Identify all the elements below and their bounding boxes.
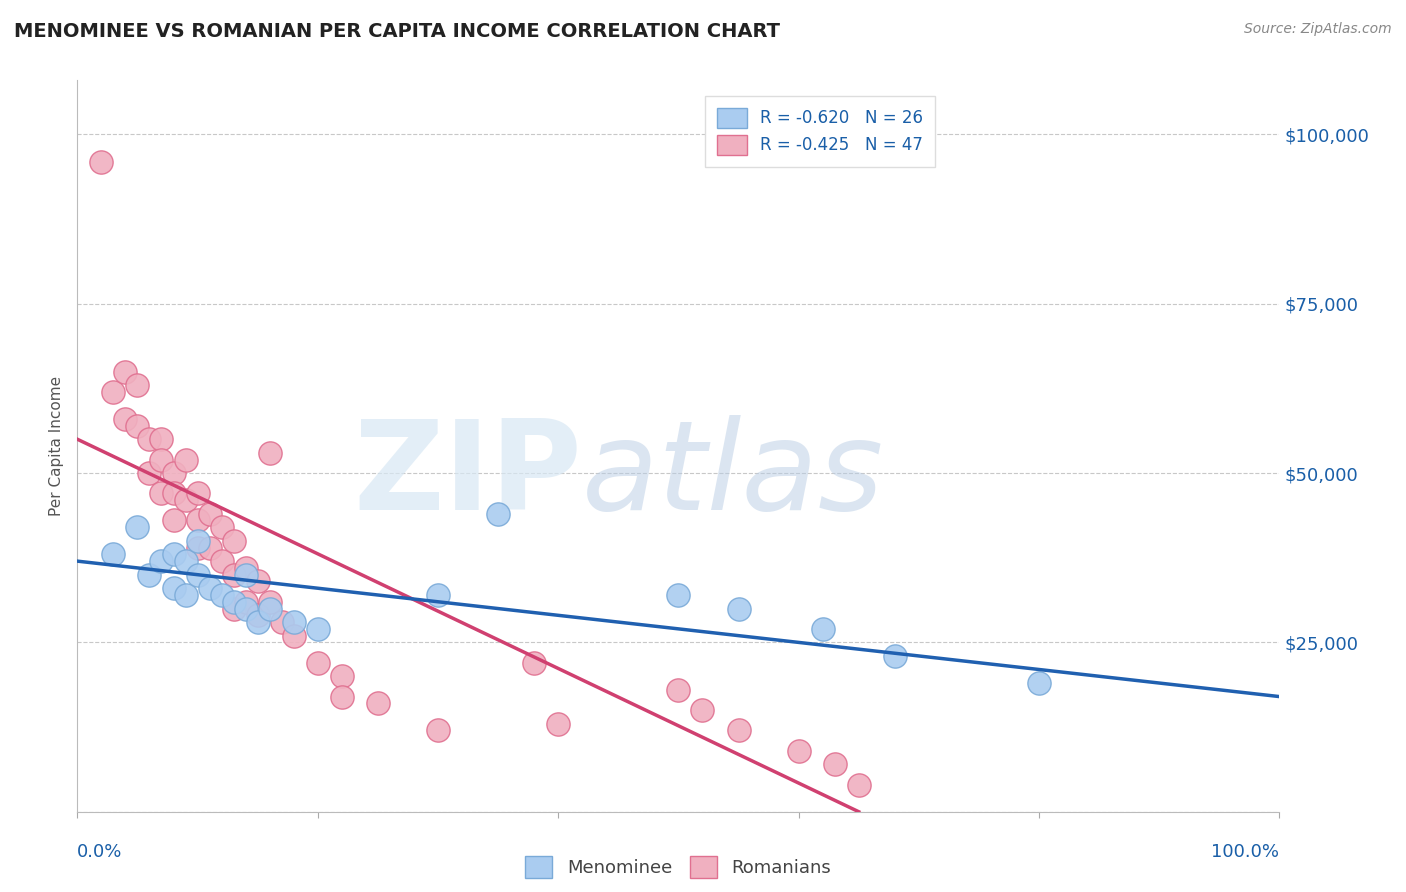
Text: MENOMINEE VS ROMANIAN PER CAPITA INCOME CORRELATION CHART: MENOMINEE VS ROMANIAN PER CAPITA INCOME … — [14, 22, 780, 41]
Point — [162, 466, 184, 480]
Text: Source: ZipAtlas.com: Source: ZipAtlas.com — [1244, 22, 1392, 37]
Point — [668, 588, 690, 602]
Point — [187, 541, 209, 555]
Point — [307, 656, 329, 670]
Point — [486, 507, 509, 521]
Point — [162, 547, 184, 561]
Point — [222, 595, 245, 609]
Point — [114, 364, 136, 378]
Point — [222, 533, 245, 548]
Point — [90, 154, 112, 169]
Point — [270, 615, 292, 629]
Y-axis label: Per Capita Income: Per Capita Income — [49, 376, 65, 516]
Point — [523, 656, 546, 670]
Text: 100.0%: 100.0% — [1212, 843, 1279, 861]
Point — [114, 412, 136, 426]
Point — [187, 486, 209, 500]
Point — [198, 581, 221, 595]
Point — [427, 588, 450, 602]
Point — [727, 601, 749, 615]
Point — [1028, 676, 1050, 690]
Point — [811, 622, 834, 636]
Point — [259, 601, 281, 615]
Point — [222, 567, 245, 582]
Point — [174, 493, 197, 508]
Point — [330, 669, 353, 683]
Point — [103, 547, 125, 561]
Point — [127, 520, 149, 534]
Point — [174, 588, 197, 602]
Text: 0.0%: 0.0% — [77, 843, 122, 861]
Point — [235, 561, 257, 575]
Point — [138, 567, 160, 582]
Point — [259, 595, 281, 609]
Point — [283, 629, 305, 643]
Point — [138, 432, 160, 446]
Point — [692, 703, 714, 717]
Point — [787, 744, 810, 758]
Point — [174, 452, 197, 467]
Point — [162, 581, 184, 595]
Point — [427, 723, 450, 738]
Point — [307, 622, 329, 636]
Point — [246, 608, 269, 623]
Point — [259, 446, 281, 460]
Point — [150, 452, 173, 467]
Point — [150, 554, 173, 568]
Point — [211, 554, 233, 568]
Point — [174, 554, 197, 568]
Point — [222, 601, 245, 615]
Point — [150, 486, 173, 500]
Point — [235, 601, 257, 615]
Point — [330, 690, 353, 704]
Legend: Menominee, Romanians: Menominee, Romanians — [516, 847, 841, 887]
Point — [367, 697, 389, 711]
Point — [668, 682, 690, 697]
Point — [187, 533, 209, 548]
Point — [824, 757, 846, 772]
Text: atlas: atlas — [582, 415, 884, 536]
Point — [283, 615, 305, 629]
Point — [547, 716, 569, 731]
Point — [211, 588, 233, 602]
Point — [235, 567, 257, 582]
Point — [883, 648, 905, 663]
Point — [246, 574, 269, 589]
Text: ZIP: ZIP — [353, 415, 582, 536]
Point — [138, 466, 160, 480]
Point — [127, 378, 149, 392]
Point — [727, 723, 749, 738]
Point — [211, 520, 233, 534]
Point — [848, 778, 870, 792]
Point — [150, 432, 173, 446]
Point — [103, 384, 125, 399]
Point — [198, 507, 221, 521]
Point — [198, 541, 221, 555]
Point — [162, 486, 184, 500]
Point — [162, 514, 184, 528]
Point — [127, 418, 149, 433]
Point — [235, 595, 257, 609]
Point — [187, 567, 209, 582]
Point — [246, 615, 269, 629]
Point — [187, 514, 209, 528]
